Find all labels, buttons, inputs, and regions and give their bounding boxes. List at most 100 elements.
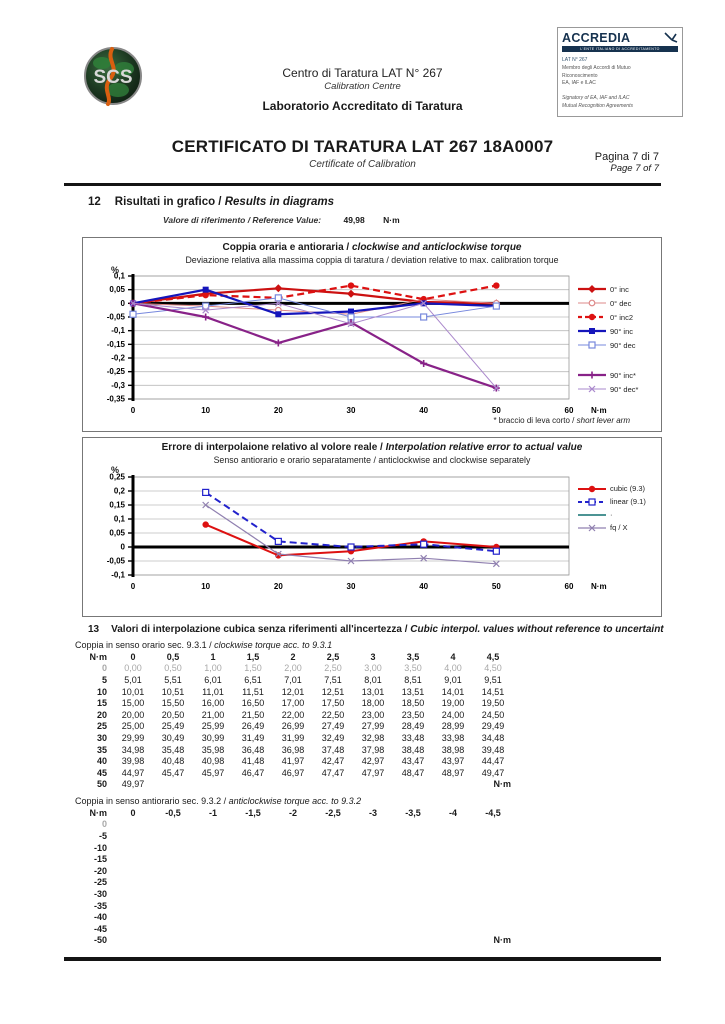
table-row: 20 20,00 20,50 21,00 21,50 22,00 22,50 23,00 23,… [96,709,505,720]
accredia-member-text: Membro degli Accordi di Mutuo Riconoscime… [562,64,631,87]
svg-text:-0,3: -0,3 [111,381,125,390]
table-row: -10 [93,842,107,853]
values-table: N·m 0 0,5 1 1,5 2 2,5 3 3,5 4 4,5 0 0,00 0,50 1,00 1,50… [58,651,513,790]
header-divider [64,183,661,186]
page-number-it: Pagina 7 di 7 [594,151,659,163]
svg-text:60: 60 [565,582,574,591]
legend-item: 90° dec [577,338,638,352]
svg-text:50: 50 [492,406,501,415]
table-row: 5 5,01 5,51 6,01 6,51 7,01 7,51 8,01 8,51 9,01 9,5… [101,674,502,685]
chart-subtitle: Deviazione relativa alla massima coppia … [185,255,559,265]
accredia-tagline: L'ENTE ITALIANO DI ACCREDITAMENTO [562,46,678,52]
accredia-lat-number: LAT N° 267 [562,57,588,63]
legend-item: 90° inc* [578,370,636,380]
table-row: -20 [93,865,107,876]
svg-text:0,05: 0,05 [109,529,125,538]
y-axis-unit-label: % [111,465,120,475]
table-row: 35 34,98 35,48 35,98 36,48 36,98 37,48 37,98 38,… [96,744,505,755]
svg-text:0: 0 [131,406,136,415]
table-row: -35 [93,900,107,911]
legend-item: 90° inc [577,324,638,338]
chart-plot: 0,25 0,2 0,15 0,1 0,05 0 -0,05 -0,1 0 10 20 30 40 50 6… [107,473,607,592]
centre-name: Centro di Taratura LAT N° 267 [282,66,443,80]
accredia-brand: ACCREDIA [562,31,631,45]
svg-text:-0,35: -0,35 [107,395,126,404]
interpolation-error-chart: Errore di interpolaione relativo al volo… [82,437,662,617]
accredia-signatory-text: Signatory of EA, IAF and ILAC Mutual Reco… [562,95,633,109]
svg-text:-0,1: -0,1 [111,571,125,580]
table-row: 0 [101,819,107,830]
legend-item: 0° dec [577,296,638,310]
reference-value: 49,98 [343,215,365,225]
svg-text:60: 60 [565,406,574,415]
centre-name-en: Calibration Centre [324,81,401,92]
table-row: 45 44,97 45,47 45,97 46,47 46,97 47,47 47,97 48,… [96,767,505,778]
svg-text:-0,25: -0,25 [107,367,126,376]
calibration-centre-header: Centro di Taratura LAT N° 267 Calibratio… [190,66,535,113]
svg-text:-0,15: -0,15 [107,340,126,349]
table-row: 25 25,00 25,49 25,99 26,49 26,99 27,49 27,99 28,… [96,721,505,732]
svg-text:20: 20 [274,406,283,415]
svg-text:0: 0 [121,299,126,308]
scs-logo: SCS [82,45,144,107]
table-row: 15 15,00 15,50 16,00 16,50 17,00 17,50 18,00 18,… [96,698,505,709]
table-row: -45 [93,923,107,934]
svg-text:-0,2: -0,2 [111,354,125,363]
svg-text:-0,1: -0,1 [111,326,125,335]
short-lever-arm-footnote: * braccio di leva corto / short lever ar… [493,416,630,425]
svg-text:20: 20 [274,582,283,591]
table-header-row: N·m 0 0,5 1 1,5 2 2,5 3 3,5 4 4,5 [89,651,500,662]
svg-text:40: 40 [419,582,428,591]
svg-text:30: 30 [347,582,356,591]
section-13-heading: 13 Valori di interpolazione cubica senza … [88,624,664,635]
lab-accredited-line: Laboratorio Accreditato di Taratura [262,99,463,113]
svg-text:N·m: N·m [591,582,607,591]
table-row: -15 [93,854,107,865]
svg-text:50: 50 [492,582,501,591]
table-row: 10 10,01 10,51 11,01 11,51 12,01 12,51 13,01 13,… [96,686,505,697]
legend-item: linear (9.1) [577,495,646,508]
svg-text:-0,05: -0,05 [107,557,126,566]
clockwise-interpolation-table: N·m 0 0,5 1 1,5 2 2,5 3 3,5 4 4,5 0 0,00 0,50 1,00 1,50… [58,651,513,790]
certificate-subtitle: Certificate of Calibration [309,159,416,170]
reference-value-line: Valore di riferimento / Reference Value:… [163,215,400,225]
section-12-heading: 12 Risultati in grafico / Results in diag… [88,196,335,208]
chart-legend: cubic (9.3) linear (9.1) · fq / X [577,482,646,534]
svg-text:10: 10 [201,406,210,415]
values-table: N·m 0 -0,5 -1 -1,5 -2 -2,5 -3 -3,5 -4 -4,5 0 -5 -10 -1… [58,807,513,946]
table-row: -25 [93,877,107,888]
legend-item: · [578,510,613,519]
reference-unit: N·m [383,215,400,225]
chart-subtitle: Senso antiorario e orario separatamente … [213,455,531,465]
page-number: Pagina 7 di 7 Page 7 of 7 [595,151,659,174]
svg-text:0: 0 [131,582,136,591]
svg-text:10: 10 [201,582,210,591]
svg-text:0: 0 [121,543,126,552]
legend-item: cubic (9.3) [577,482,646,495]
legend-item: 0° inc2 [577,310,638,324]
page-number-en: Page 7 of 7 [610,163,659,174]
svg-text:0,2: 0,2 [114,487,126,496]
chart-title: Errore di interpolaione relativo al volo… [161,442,583,453]
svg-text:0,05: 0,05 [109,285,125,294]
reference-label: Valore di riferimento / Reference Value: [163,215,322,225]
table-row: 0 0,00 0,50 1,00 1,50 2,00 2,50 3,00 3,50 4,00 4,5… [101,663,502,674]
svg-text:0,1: 0,1 [114,515,126,524]
anticlockwise-table-caption: Coppia in senso antiorario sec. 9.3.2 / … [75,796,362,806]
table-row: 30 29,99 30,49 30,99 31,49 31,99 32,49 32,98 33,… [96,732,505,743]
table-row: 40 39,98 40,48 40,98 41,48 41,97 42,47 42,97 43,… [96,756,505,767]
table-row: 50 49,97 N·m [96,779,511,790]
table-row: -30 [93,888,107,899]
svg-text:0,25: 0,25 [109,473,125,482]
table-header-row: N·m 0 -0,5 -1 -1,5 -2 -2,5 -3 -3,5 -4 -4,5 [89,807,501,818]
table-row: -50 N·m [93,935,511,946]
torque-deviation-chart: Coppia oraria e antioraria / clockwise a… [82,237,662,432]
svg-text:0,1: 0,1 [114,272,126,281]
anticlockwise-interpolation-table: N·m 0 -0,5 -1 -1,5 -2 -2,5 -3 -3,5 -4 -4,5 0 -5 -10 -1… [58,807,513,946]
certificate-title: CERTIFICATO DI TARATURA LAT 267 18A0007 [171,137,554,156]
svg-text:-0,05: -0,05 [107,313,126,322]
svg-text:N·m: N·m [591,406,607,415]
legend-item: 0° inc [577,282,638,296]
footer-divider [64,957,661,961]
